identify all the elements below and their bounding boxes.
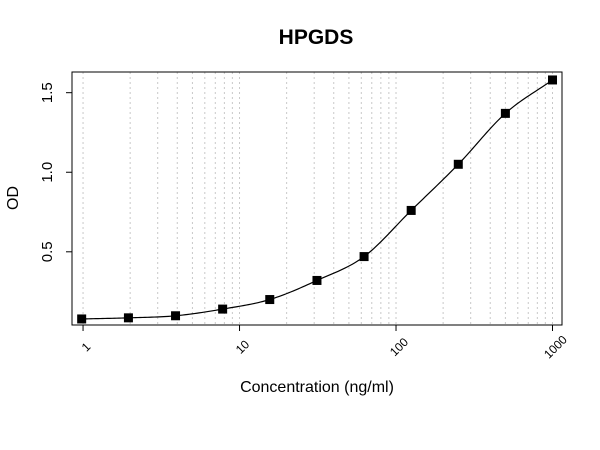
x-axis-label: Concentration (ng/ml) (240, 379, 394, 396)
y-tick-label: 1.5 (39, 82, 56, 103)
data-point (500, 108, 510, 118)
chart-title: HPGDS (279, 26, 354, 49)
data-point (359, 252, 369, 262)
x-tick-label: 10 (233, 337, 253, 357)
data-point (548, 75, 558, 85)
data-point (171, 311, 181, 321)
y-axis: 0.5 1.0 1.5 (39, 82, 72, 262)
data-point (265, 295, 275, 305)
data-point (453, 159, 463, 169)
y-axis-label: OD (5, 186, 22, 210)
data-point (123, 313, 133, 323)
x-tick-label: 1000 (541, 332, 570, 361)
y-tick-label: 0.5 (39, 241, 56, 262)
data-points (77, 75, 558, 324)
grid-lines (82, 72, 554, 325)
data-point (312, 275, 322, 285)
data-point (218, 304, 228, 314)
data-point (77, 314, 87, 324)
x-axis: 1 10 100 1000 (79, 325, 570, 361)
plot-frame (71, 71, 563, 326)
x-tick-label: 1 (79, 339, 94, 354)
y-tick-label: 1.0 (39, 162, 56, 183)
data-point (406, 205, 416, 215)
x-tick-label: 100 (387, 335, 411, 359)
